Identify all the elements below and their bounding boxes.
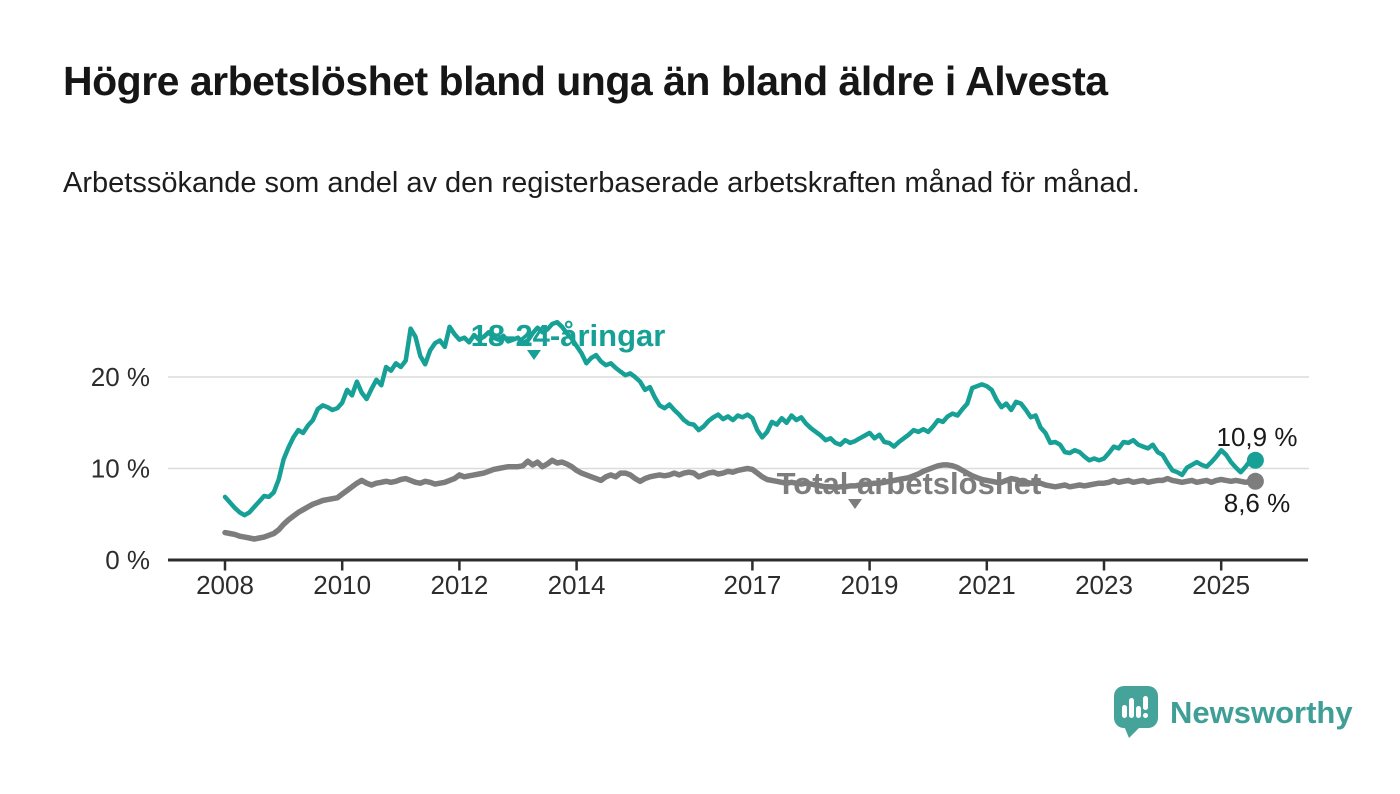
x-tick-label: 2023 <box>1075 570 1133 600</box>
y-tick-label: 10 % <box>91 454 150 484</box>
x-axis-ticks: 2008 2010 2012 2014 2017 2019 2021 2023 2025 <box>196 560 1250 600</box>
page-title: Högre arbetslöshet bland unga än bland ä… <box>63 58 1108 104</box>
series-end-dot-total <box>1246 472 1264 490</box>
y-tick-label: 0 % <box>105 545 150 575</box>
series-label-total-pointer-icon <box>848 499 862 509</box>
x-tick-label: 2021 <box>958 570 1016 600</box>
series-label-youth: 18-24-åringar <box>471 318 666 353</box>
x-tick-label: 2025 <box>1192 570 1250 600</box>
series-label-total: Total arbetslöshet <box>777 466 1042 501</box>
x-tick-label: 2014 <box>548 570 606 600</box>
x-tick-label: 2017 <box>723 570 781 600</box>
series-line-total <box>222 457 1259 542</box>
series-end-dot-youth <box>1246 451 1264 469</box>
series-label-youth-pointer-icon <box>527 350 541 360</box>
end-value-label-youth: 10,9 % <box>1217 422 1298 452</box>
x-tick-label: 2008 <box>196 570 254 600</box>
y-axis-labels: 0 % 10 % 20 % <box>91 362 150 575</box>
series-line-youth <box>222 319 1258 518</box>
newsworthy-logo: Newsworthy <box>1114 686 1353 739</box>
end-value-label-total: 8,6 % <box>1224 488 1291 518</box>
x-tick-label: 2012 <box>430 570 488 600</box>
x-tick-label: 2010 <box>313 570 371 600</box>
page-subtitle: Arbetssökande som andel av den registerb… <box>63 167 1140 199</box>
newsworthy-logo-text: Newsworthy <box>1170 694 1353 730</box>
gridlines <box>168 376 1309 470</box>
newsworthy-logo-icon <box>1114 686 1158 738</box>
y-tick-label: 20 % <box>91 362 150 392</box>
x-tick-label: 2019 <box>841 570 899 600</box>
